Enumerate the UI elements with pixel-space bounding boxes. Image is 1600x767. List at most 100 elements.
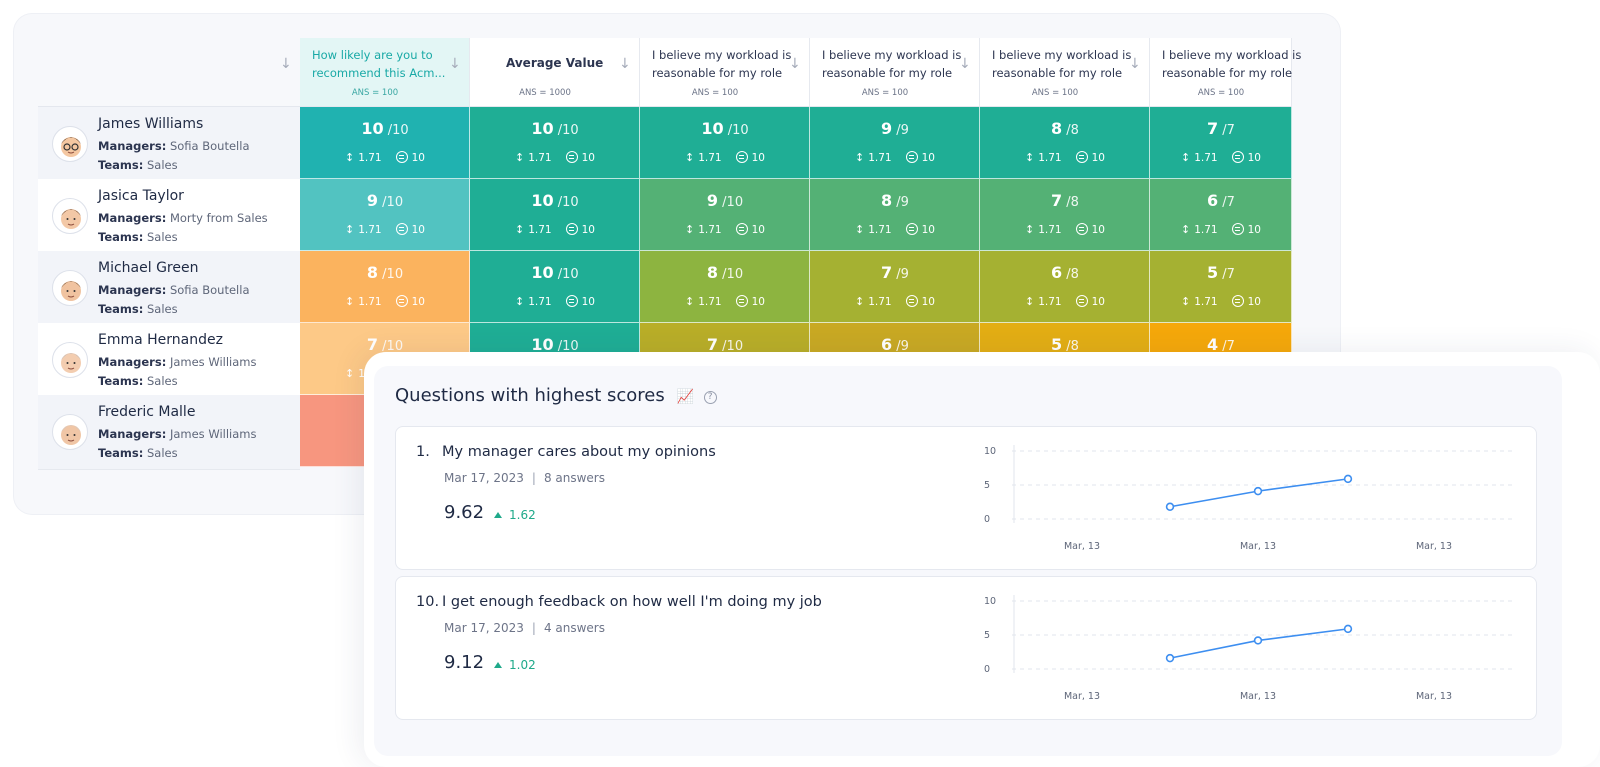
managers-value: Morty from Sales — [166, 211, 268, 225]
question-card[interactable]: 10. I get enough feedback on how well I'm… — [395, 576, 1537, 720]
sort-arrow-icon[interactable]: ↓ — [280, 56, 292, 72]
question-delta: 1.02 — [494, 658, 536, 672]
score-cell[interactable]: 9 /10 ↕ 1.71 10 — [640, 179, 810, 251]
cell-score-denominator: /10 — [718, 339, 744, 354]
deviation-value: 1.71 — [358, 152, 382, 164]
person-managers: Managers: Sofia Boutella — [98, 283, 250, 297]
avatar-curly-hair-man — [52, 270, 88, 306]
column-header[interactable]: I believe my workload is reasonable for m… — [640, 38, 810, 107]
score-cell[interactable]: 9 /9 ↕ 1.71 10 — [810, 107, 980, 179]
help-icon[interactable]: ? — [703, 391, 717, 404]
person-teams: Teams: Sales — [98, 230, 178, 244]
score-cell[interactable]: 7 /7 ↕ 1.71 10 — [1150, 107, 1292, 179]
question-score: 9.62 — [444, 502, 485, 523]
score-cell[interactable]: 8 /10 ↕ 1.71 10 — [640, 251, 810, 323]
score-cell[interactable]: 8 /8 ↕ 1.71 10 — [980, 107, 1150, 179]
column-header[interactable]: I believe my workload is reasonable for m… — [810, 38, 980, 107]
x-tick-label: Mar, 13 — [1416, 541, 1452, 552]
score-cell[interactable]: 8 /9 ↕ 1.71 10 — [810, 179, 980, 251]
score-cell[interactable]: 5 /7 ↕ 1.71 10 — [1150, 251, 1292, 323]
name-column-header[interactable]: ↓ — [38, 38, 300, 107]
comment-count: 10 — [581, 224, 595, 236]
cell-score-denominator: /10 — [383, 123, 409, 138]
score-cell[interactable]: 10 /10 ↕1.71 10 — [300, 107, 470, 179]
managers-label: Managers: — [98, 283, 167, 297]
deviation-value: 1.71 — [1194, 152, 1218, 164]
deviation-value: 1.71 — [1194, 296, 1218, 308]
sort-arrow-icon[interactable]: ↓ — [449, 56, 461, 72]
cell-score: 5 /8 — [980, 335, 1150, 354]
cell-score: 6 /7 — [1150, 191, 1292, 210]
y-tick-label: 5 — [984, 480, 990, 491]
cell-score-value: 10 — [531, 119, 554, 138]
person-cell[interactable]: Emma Hernandez Managers: James Williams Te… — [38, 323, 300, 398]
sort-arrow-icon[interactable]: ↓ — [789, 56, 801, 72]
sort-arrow-icon[interactable]: ↓ — [1129, 56, 1141, 72]
deviation-icon: ↕ — [685, 295, 695, 308]
highest-scores-panel: Questions with highest scores 📈 ? 1. My m… — [374, 366, 1562, 756]
column-question-line: recommend this Acm... — [312, 66, 446, 80]
score-cell[interactable]: 7 /8 ↕ 1.71 10 — [980, 179, 1150, 251]
column-header[interactable]: I believe my workload is reasonable for m… — [980, 38, 1150, 107]
comment-icon — [905, 223, 918, 235]
cell-meta: ↕1.71 10 — [810, 295, 980, 308]
question-meta: Mar 17, 2023 | 4 answers — [444, 621, 605, 635]
score-cell[interactable]: 9 /10 ↕ 1.71 10 — [300, 179, 470, 251]
cell-meta: ↕1.71 10 — [640, 295, 810, 308]
comment-count: 10 — [1247, 224, 1261, 236]
teams-label: Teams: — [98, 230, 144, 244]
person-cell[interactable]: Michael Green Managers: Sofia Boutella Tea… — [38, 251, 300, 326]
cell-meta: ↕1.71 10 — [470, 295, 640, 308]
column-header[interactable]: How likely are you to recommend this Acm.… — [300, 38, 470, 107]
score-cell[interactable]: 10 /10 ↕1.71 10 — [470, 251, 640, 323]
data-point — [1253, 486, 1263, 496]
score-cell[interactable]: 8 /10 ↕ 1.71 10 — [300, 251, 470, 323]
teams-value: Sales — [143, 302, 178, 316]
comment-icon — [1231, 295, 1244, 307]
cell-meta: ↕1.71 10 — [640, 151, 810, 164]
column-header[interactable]: Average Value ANS = 1000 ↓ — [470, 38, 640, 107]
comment-count: 10 — [751, 224, 765, 236]
cell-score-denominator: /10 — [378, 339, 404, 354]
trend-chart-svg: 10 5 0 Mar, 13 Mar, 13 Mar, 13 — [984, 595, 1514, 702]
score-cell[interactable]: 10 /10 ↕1.71 10 — [470, 107, 640, 179]
question-text: I get enough feedback on how well I'm do… — [442, 594, 822, 610]
score-cell[interactable]: 10 /10 ↕1.71 10 — [640, 107, 810, 179]
person-cell[interactable]: James Williams Managers: Sofia Boutella Te… — [38, 107, 300, 182]
deviation-value: 1.71 — [868, 152, 892, 164]
deviation-value: 1.71 — [358, 224, 382, 236]
column-question-line: How likely are you to — [312, 48, 433, 62]
score-cell[interactable]: 6 /8 ↕ 1.71 10 — [980, 251, 1150, 323]
cell-score-denominator: /10 — [718, 195, 744, 210]
question-card[interactable]: 1. My manager cares about my opinions Mar … — [395, 426, 1537, 570]
person-cell[interactable]: Jasica Taylor Managers: Morty from Sales T… — [38, 179, 300, 254]
cell-score: 10 /10 — [470, 119, 640, 138]
teams-label: Teams: — [98, 374, 144, 388]
comment-icon — [565, 151, 578, 163]
sort-arrow-icon[interactable]: ↓ — [619, 56, 631, 72]
cell-score: 10 /10 — [470, 335, 640, 354]
person-cell[interactable]: Frederic Malle Managers: James Williams Te… — [38, 395, 300, 470]
column-header[interactable]: I believe my workload is reasonable for m… — [1150, 38, 1301, 107]
score-cell[interactable]: 10 /10 ↕1.71 10 — [470, 179, 640, 251]
x-tick-label: Mar, 13 — [1240, 541, 1276, 552]
score-trend-chart: 10 5 0 Mar, 13 Mar, 13 Mar, 13 — [984, 591, 1524, 711]
cell-meta: ↕1.71 10 — [300, 223, 470, 236]
line-chart-icon[interactable]: 📈 — [676, 389, 694, 405]
question-delta: 1.62 — [494, 508, 536, 522]
cell-score-value: 5 — [1207, 263, 1219, 282]
cell-score-value: 9 — [706, 191, 719, 210]
question-text: My manager cares about my opinions — [442, 444, 716, 460]
score-cell[interactable]: 7 /9 ↕ 1.71 10 — [810, 251, 980, 323]
teams-value: Sales — [143, 374, 178, 388]
column-question-line: I believe my workload is — [1162, 48, 1302, 62]
deviation-icon: ↕ — [345, 295, 355, 308]
column-question-line: reasonable for my role — [822, 66, 953, 80]
score-cell[interactable]: 6 /7 ↕ 1.71 10 — [1150, 179, 1292, 251]
meta-separator: | — [531, 471, 536, 485]
managers-label: Managers: — [98, 139, 167, 153]
cell-score: 10 /10 — [470, 191, 640, 210]
trend-chart-svg: 10 5 0 Mar, 13 Mar, 13 Mar, 13 — [984, 445, 1514, 552]
sort-arrow-icon[interactable]: ↓ — [959, 56, 971, 72]
teams-label: Teams: — [98, 302, 144, 316]
